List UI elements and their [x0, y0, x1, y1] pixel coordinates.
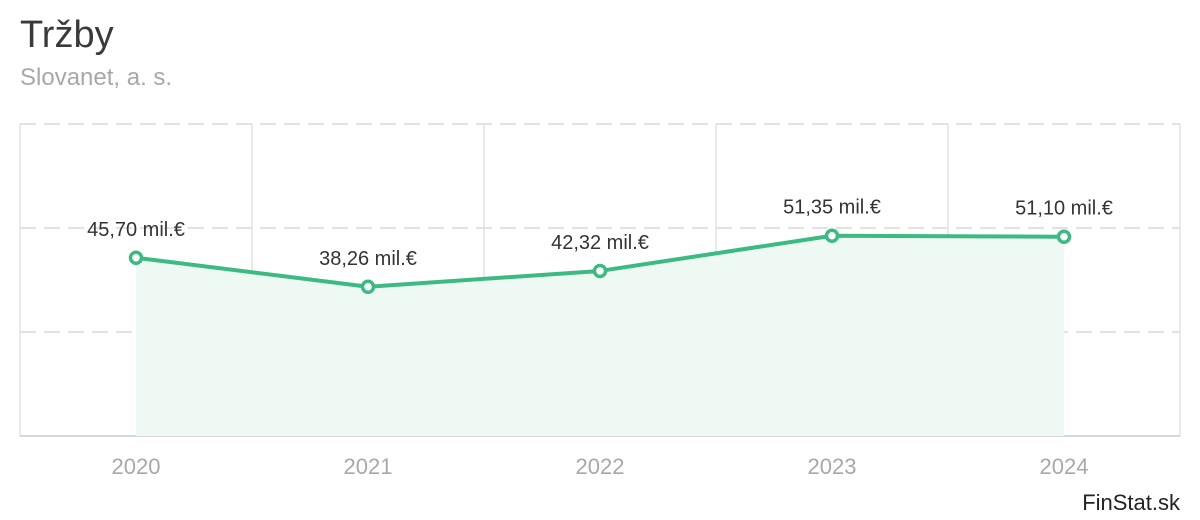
data-point — [824, 228, 840, 243]
data-point — [128, 250, 144, 266]
data-point — [592, 263, 608, 279]
series-area — [136, 235, 1064, 436]
x-tick-label: 2020 — [112, 454, 161, 479]
data-point — [1056, 229, 1072, 244]
data-label: 45,70 mil.€ — [87, 219, 185, 241]
data-point — [360, 279, 376, 295]
data-label: 51,10 mil.€ — [1015, 198, 1113, 220]
brand-logo[interactable]: FinStat.sk — [1082, 490, 1180, 515]
chart-title: Tržby — [20, 14, 114, 56]
x-tick-label: 2024 — [1040, 454, 1089, 479]
x-tick-label: 2022 — [576, 454, 625, 479]
x-tick-label: 2021 — [344, 454, 393, 479]
chart-subtitle: Slovanet, a. s. — [20, 64, 173, 91]
data-label: 51,35 mil.€ — [783, 197, 881, 219]
data-label: 38,26 mil.€ — [319, 248, 417, 270]
x-tick-label: 2023 — [808, 454, 857, 479]
data-label: 42,32 mil.€ — [551, 232, 649, 254]
